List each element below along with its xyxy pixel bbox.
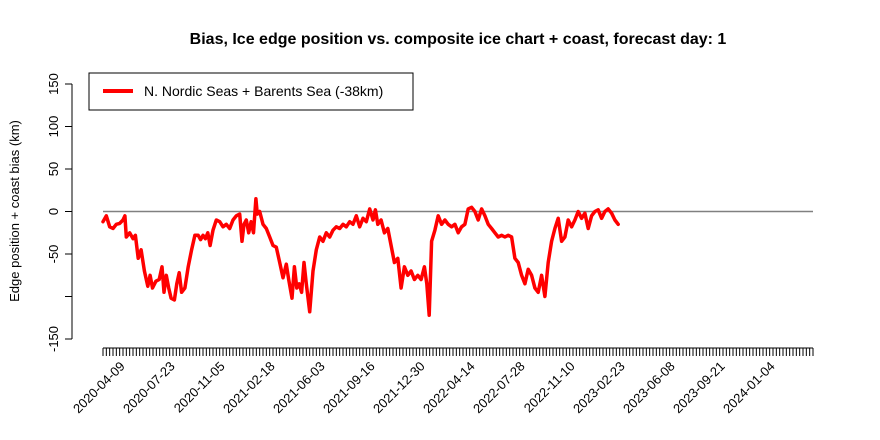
y-axis-label: Edge position + coast bias (km) (7, 120, 22, 302)
y-tick-label: 0 (46, 208, 61, 215)
x-tick-label: 2021-12-30 (370, 359, 428, 417)
x-tick-label: 2021-02-18 (220, 359, 278, 417)
y-tick-label: 100 (46, 116, 61, 138)
x-tick-label: 2021-06-03 (270, 359, 328, 417)
y-tick-label: -50 (46, 245, 61, 264)
series-line-nordic-barents (101, 197, 620, 317)
x-tick-label: 2023-09-21 (670, 359, 728, 417)
x-tick-label: 2023-06-08 (620, 359, 678, 417)
x-tick-label: 2020-07-23 (120, 359, 178, 417)
y-tick-label: 50 (46, 162, 61, 176)
x-tick-label: 2024-01-04 (720, 359, 778, 417)
y-axis: -150 -50 0 50 100 150 (46, 73, 73, 352)
legend: N. Nordic Seas + Barents Sea (-38km) (88, 72, 414, 111)
legend-label: N. Nordic Seas + Barents Sea (-38km) (144, 83, 383, 99)
x-tick-label: 2022-11-10 (521, 359, 578, 416)
x-tick-label: 2021-09-16 (320, 359, 378, 417)
y-tick-label: -150 (46, 326, 61, 352)
x-tick-label: 2020-11-05 (171, 359, 228, 416)
chart-title: Bias, Ice edge position vs. composite ic… (190, 31, 727, 48)
x-axis: 2020-04-092020-07-232020-11-052021-02-18… (70, 347, 814, 417)
x-tick-label: 2022-07-28 (470, 359, 528, 417)
y-tick-label: 150 (46, 73, 61, 95)
x-tick-label: 2023-02-23 (570, 359, 628, 417)
x-tick-label: 2020-04-09 (70, 359, 128, 417)
legend-box (88, 72, 414, 111)
x-tick-label: 2022-04-14 (420, 359, 478, 417)
